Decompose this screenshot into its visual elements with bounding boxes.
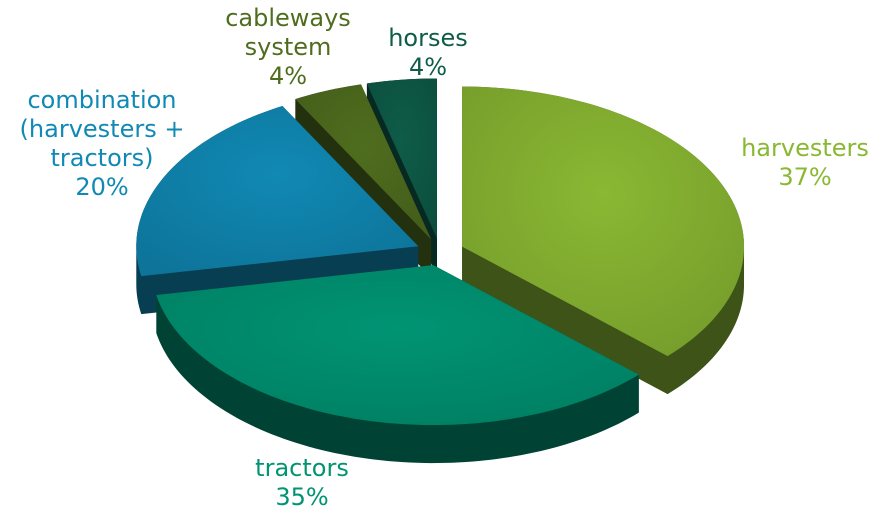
- slice: [156, 265, 639, 426]
- slice: [462, 86, 745, 357]
- label-value: 20%: [75, 173, 129, 201]
- slice: [136, 105, 419, 277]
- data-label: combination (harvesters + tractors) 20%: [2, 86, 202, 202]
- slice: [295, 84, 432, 240]
- data-label: tractors 35%: [212, 454, 392, 512]
- data-label: horses 4%: [368, 24, 488, 82]
- label-value: 37%: [778, 163, 832, 191]
- label-name: tractors: [255, 454, 349, 482]
- slice: [366, 78, 437, 239]
- data-label: harvesters 37%: [715, 134, 879, 192]
- data-label: cableways system 4%: [223, 4, 353, 91]
- label-value: 4%: [408, 53, 448, 81]
- label-name: cableways system: [225, 4, 351, 61]
- label-value: 35%: [275, 483, 329, 511]
- label-name: combination (harvesters + tractors): [19, 86, 185, 172]
- label-name: harvesters: [741, 134, 869, 162]
- label-value: 4%: [268, 62, 308, 90]
- label-name: horses: [388, 24, 468, 52]
